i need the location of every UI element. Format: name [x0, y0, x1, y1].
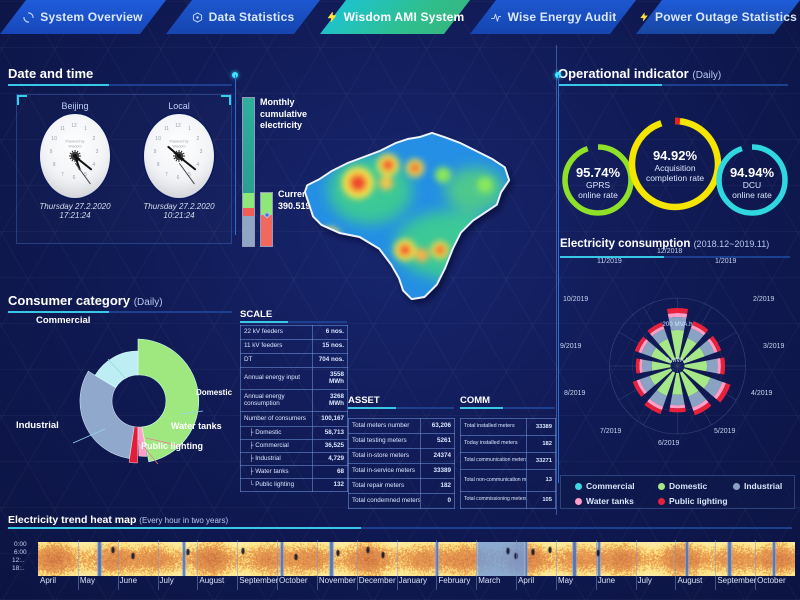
svg-text:0 MVA.h: 0 MVA.h [666, 357, 690, 364]
svg-text:200 MVA.h: 200 MVA.h [662, 321, 693, 328]
